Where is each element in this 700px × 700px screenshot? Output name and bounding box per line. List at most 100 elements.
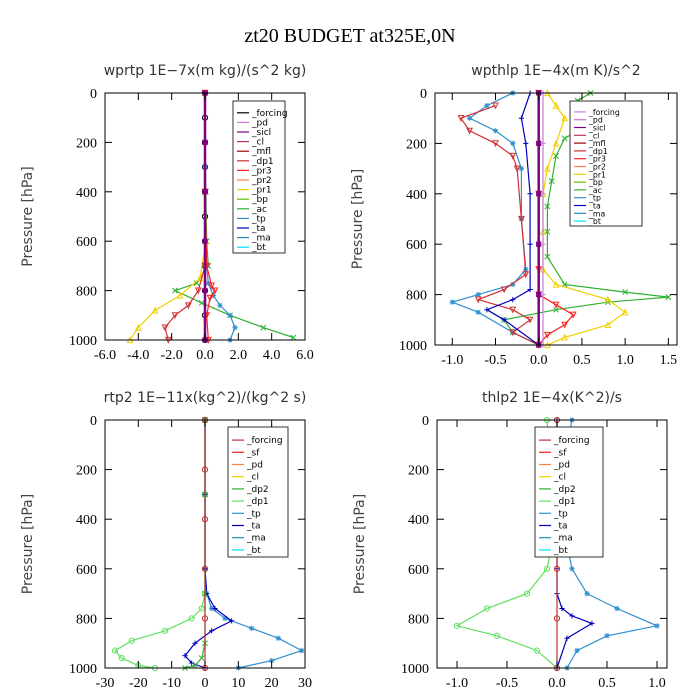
legend-label: _ta <box>553 522 568 532</box>
y-tick-label: 1000 <box>69 662 97 677</box>
data-point <box>474 296 482 304</box>
series-4 <box>182 417 208 671</box>
chart-panel-1: wprtp 1E−7x(m kg)/(s^2 kg) Pressure [hPa]… <box>20 63 314 363</box>
data-point <box>222 615 228 621</box>
legend-label: _dp2 <box>553 485 576 495</box>
data-point <box>622 289 629 296</box>
data-point <box>118 654 125 662</box>
data-point <box>589 620 595 626</box>
y-axis-label: Pressure [hPa] <box>352 494 368 594</box>
y-tick-label: 0 <box>90 414 97 429</box>
data-point <box>194 287 202 295</box>
legend-label: _ma <box>246 534 266 544</box>
data-point <box>509 329 517 337</box>
data-point <box>536 292 542 298</box>
y-tick-label: 200 <box>408 464 429 479</box>
legend-label: _pr2 <box>588 163 606 172</box>
data-point <box>201 466 209 473</box>
data-point <box>614 605 620 612</box>
series-line <box>184 420 206 669</box>
data-point <box>188 615 195 622</box>
x-tick-label: 10 <box>231 676 245 691</box>
data-point <box>536 241 542 247</box>
data-point <box>553 565 561 572</box>
data-point <box>536 140 542 146</box>
x-tick-label: -6.0 <box>94 348 116 363</box>
legend-label: _pd <box>553 461 570 471</box>
y-tick-label: 0 <box>90 87 97 102</box>
legend-label: _forcing <box>588 108 620 117</box>
legend-label: _dp2 <box>246 485 269 495</box>
x-tick-label: 1.5 <box>660 353 678 368</box>
data-point <box>299 648 305 654</box>
data-point <box>540 191 546 197</box>
data-point <box>540 140 546 146</box>
data-point <box>484 307 490 313</box>
data-point <box>209 628 215 634</box>
data-point <box>561 114 569 122</box>
legend-label: _pd <box>588 116 603 125</box>
data-point <box>561 321 569 329</box>
chart-panel-4: thlp2 1E−4x(K^2)/s Pressure [hPa] -1.0 -0.5… <box>352 390 668 691</box>
y-tick-label: 800 <box>76 612 97 627</box>
legend-label: _pd <box>246 461 263 471</box>
data-point <box>209 605 215 612</box>
legend-label: _pr3 <box>251 166 272 176</box>
x-tick-label: -2.0 <box>161 348 183 363</box>
panel-title: wpthlp 1E−4x(m K)/s^2 <box>471 63 640 79</box>
y-tick-label: 600 <box>76 235 97 250</box>
y-tick-label: 0 <box>422 414 429 429</box>
data-point <box>523 590 531 597</box>
series-line <box>164 93 206 341</box>
series-4 <box>457 102 543 349</box>
y-tick-label: 200 <box>76 136 97 151</box>
y-tick-label: 1000 <box>69 334 97 349</box>
data-point <box>176 291 184 299</box>
panels: wprtp 1E−7x(m kg)/(s^2 kg) Pressure [hPa]… <box>20 63 678 691</box>
plot-frame <box>436 419 668 669</box>
x-tick-label: -4.0 <box>127 348 149 363</box>
legend-label: _pr1 <box>251 186 272 196</box>
y-tick-label: 800 <box>76 285 97 300</box>
data-point <box>493 632 501 639</box>
data-point <box>569 613 575 619</box>
legend-label: _mfl <box>251 147 271 157</box>
data-point <box>552 101 560 109</box>
data-point <box>492 102 499 110</box>
data-point <box>192 640 198 646</box>
data-point <box>227 312 233 318</box>
legend-label: _ma <box>553 534 573 544</box>
legend: _forcing _sf _pd _cl _dp2 _dp1 _tp _ta _ma _bt <box>534 426 604 558</box>
data-point <box>466 127 473 135</box>
legend-label: _forcing <box>553 436 590 446</box>
data-point <box>172 287 178 294</box>
series-line <box>485 92 540 346</box>
data-point <box>527 241 533 247</box>
data-point <box>198 605 205 612</box>
y-tick-label: 400 <box>408 513 429 528</box>
legend-label: _cl <box>553 473 566 483</box>
data-point <box>212 605 218 612</box>
series-3 <box>449 90 542 348</box>
series-line <box>459 105 539 346</box>
data-point <box>522 271 530 279</box>
legend-label: _pd <box>251 118 268 128</box>
data-point <box>211 287 219 295</box>
y-tick-label: 1000 <box>399 339 427 354</box>
legend-label: _ta <box>246 522 261 532</box>
data-point <box>543 331 551 339</box>
legend-label: _pr3 <box>588 155 606 164</box>
series-line <box>129 93 207 341</box>
legend-label: _sf <box>553 448 567 458</box>
legend-label: _bt <box>251 243 266 253</box>
legend-label: _tp <box>553 509 568 519</box>
data-point <box>665 294 672 301</box>
data-point <box>501 317 507 323</box>
data-point <box>543 164 551 172</box>
legend-label: _sf <box>246 448 260 458</box>
data-point <box>536 191 542 197</box>
data-point <box>483 605 491 612</box>
data-point <box>475 292 481 298</box>
data-point <box>260 324 267 331</box>
